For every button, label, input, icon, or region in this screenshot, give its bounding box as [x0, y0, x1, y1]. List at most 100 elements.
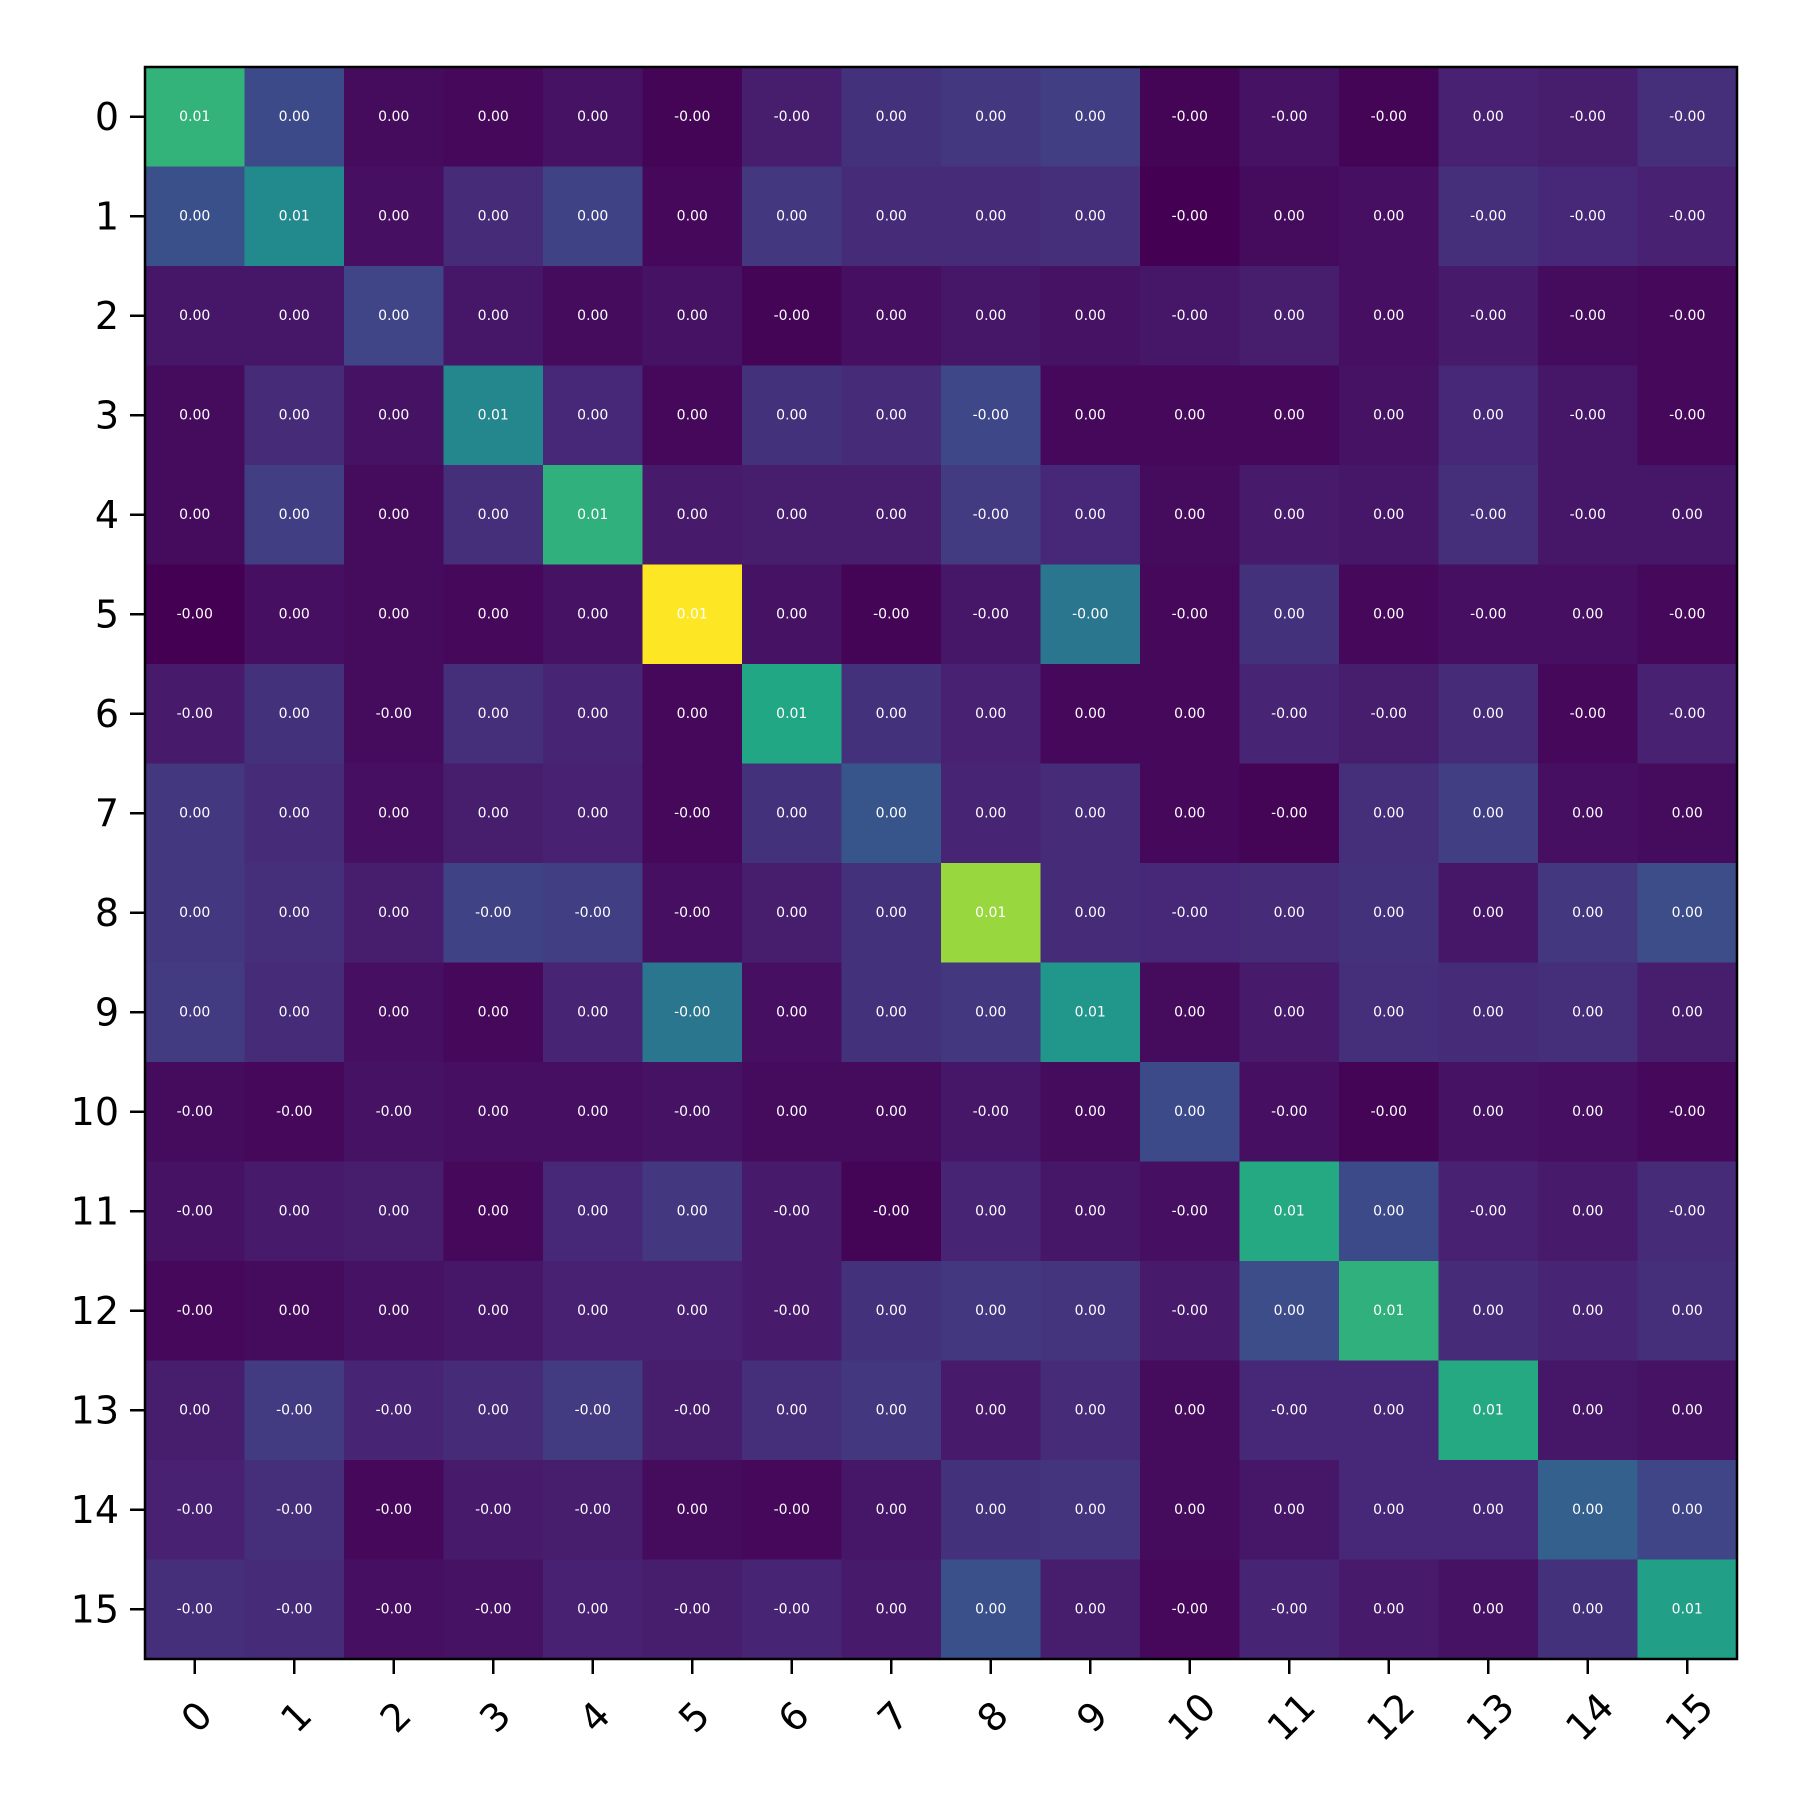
cell-value-label: -0.00 — [1669, 1104, 1705, 1120]
cell-value-label: 0.00 — [577, 1601, 608, 1617]
cell-value-label: 0.00 — [1373, 507, 1404, 523]
cell-value-label: 0.00 — [876, 805, 907, 821]
heatmap-cell — [1040, 365, 1141, 466]
x-tick-label: 8 — [969, 1693, 1017, 1741]
heatmap-cell — [1140, 863, 1241, 964]
cell-value-label: -0.00 — [1271, 1402, 1307, 1418]
cell-value-label: 0.00 — [1672, 1402, 1703, 1418]
cell-value-label: 0.00 — [279, 1203, 310, 1219]
heatmap-cell — [841, 1062, 942, 1163]
cell-value-label: 0.00 — [975, 308, 1006, 324]
x-tick-label: 11 — [1259, 1684, 1324, 1749]
cell-value-label: 0.00 — [279, 308, 310, 324]
cell-value-label: 0.00 — [1672, 1303, 1703, 1319]
cell-value-label: -0.00 — [1271, 109, 1307, 125]
cell-value-label: 0.00 — [1174, 805, 1205, 821]
cell-value-label: 0.00 — [1174, 1104, 1205, 1120]
cell-value-label: 0.00 — [279, 805, 310, 821]
heatmap-cell — [1040, 1460, 1141, 1561]
heatmap-cell — [1438, 465, 1539, 566]
heatmap-cell — [1438, 1161, 1539, 1262]
cell-value-label: 0.00 — [1274, 1303, 1305, 1319]
cell-value-label: -0.00 — [1172, 109, 1208, 125]
heatmap-cell — [543, 266, 644, 367]
heatmap-cell — [1339, 962, 1440, 1063]
heatmap-cell — [1538, 1460, 1639, 1561]
cell-value-label: 0.00 — [179, 308, 210, 324]
cell-value-label: 0.00 — [1274, 606, 1305, 622]
cell-value-label: -0.00 — [177, 606, 213, 622]
cell-value-label: 0.00 — [1373, 606, 1404, 622]
cell-value-label: 0.00 — [1075, 1203, 1106, 1219]
heatmap-cell — [244, 1559, 345, 1660]
heatmap-cell — [145, 1261, 246, 1362]
cell-value-label: -0.00 — [674, 1402, 710, 1418]
heatmap-cell — [1040, 1360, 1141, 1461]
cell-value-label: 0.00 — [478, 606, 509, 622]
cell-value-label: -0.00 — [376, 1502, 412, 1518]
heatmap-cell — [941, 1360, 1042, 1461]
heatmap-cell — [742, 763, 843, 864]
heatmap-cell — [543, 1559, 644, 1660]
heatmap-cell — [145, 664, 246, 765]
heatmap-cell — [145, 365, 246, 466]
cell-value-label: 0.00 — [1572, 1203, 1603, 1219]
cell-value-label: 0.00 — [577, 1104, 608, 1120]
heatmap-cell — [1339, 1460, 1440, 1561]
cell-value-label: 0.00 — [876, 1601, 907, 1617]
heatmap-cell — [1637, 763, 1738, 864]
cell-value-label: 0.00 — [378, 805, 409, 821]
cell-value-label: -0.00 — [774, 1601, 810, 1617]
cell-value-label: -0.00 — [1570, 109, 1606, 125]
cell-value-label: -0.00 — [177, 1104, 213, 1120]
cell-value-label: 0.00 — [1075, 407, 1106, 423]
heatmap-cell — [1538, 1161, 1639, 1262]
heatmap-cell — [941, 1161, 1042, 1262]
x-tick-label: 2 — [372, 1693, 420, 1741]
cell-value-label: 0.00 — [378, 308, 409, 324]
heatmap-cell — [443, 1161, 544, 1262]
heatmap-cell — [1538, 67, 1639, 168]
cell-value-label: 0.00 — [677, 308, 708, 324]
x-tick-label: 0 — [173, 1693, 221, 1741]
cell-value-label: 0.00 — [577, 308, 608, 324]
cell-value-label: 0.00 — [776, 1104, 807, 1120]
cell-value-label: 0.01 — [279, 208, 310, 224]
cell-value-label: 0.00 — [179, 905, 210, 921]
heatmap-cell — [1438, 863, 1539, 964]
heatmap-cell — [841, 67, 942, 168]
cell-value-label: 0.00 — [1274, 208, 1305, 224]
heatmap-cell — [841, 564, 942, 665]
cell-value-label: 0.00 — [1572, 1502, 1603, 1518]
cell-value-label: 0.00 — [1473, 805, 1504, 821]
heatmap-cell — [742, 863, 843, 964]
cell-value-label: 0.00 — [478, 208, 509, 224]
cell-value-label: 0.00 — [776, 805, 807, 821]
cell-value-label: -0.00 — [674, 1601, 710, 1617]
heatmap-cell — [841, 1559, 942, 1660]
heatmap-cell — [1339, 365, 1440, 466]
heatmap-cell — [344, 67, 445, 168]
heatmap-cell — [941, 564, 1042, 665]
cell-value-label: 0.00 — [975, 1203, 1006, 1219]
cell-value-label: 0.00 — [1075, 905, 1106, 921]
heatmap-cell — [543, 67, 644, 168]
heatmap-cell — [742, 1460, 843, 1561]
heatmap-cell — [443, 266, 544, 367]
heatmap-cell — [941, 962, 1042, 1063]
cell-value-label: -0.00 — [674, 805, 710, 821]
x-tick-label: 13 — [1458, 1684, 1523, 1749]
cell-value-label: -0.00 — [575, 905, 611, 921]
cell-value-label: 0.00 — [279, 407, 310, 423]
heatmap-cell — [1538, 1062, 1639, 1163]
cell-value-label: -0.00 — [1669, 208, 1705, 224]
cell-value-label: 0.00 — [677, 1203, 708, 1219]
x-tick-label: 6 — [770, 1693, 818, 1741]
cell-value-label: 0.00 — [1274, 905, 1305, 921]
x-tick-label: 1 — [272, 1693, 320, 1741]
heatmap-cell — [1040, 664, 1141, 765]
heatmap-cell — [344, 1559, 445, 1660]
cell-value-label: 0.00 — [1075, 805, 1106, 821]
heatmap-cell — [1339, 664, 1440, 765]
cell-value-label: 0.01 — [1473, 1402, 1504, 1418]
